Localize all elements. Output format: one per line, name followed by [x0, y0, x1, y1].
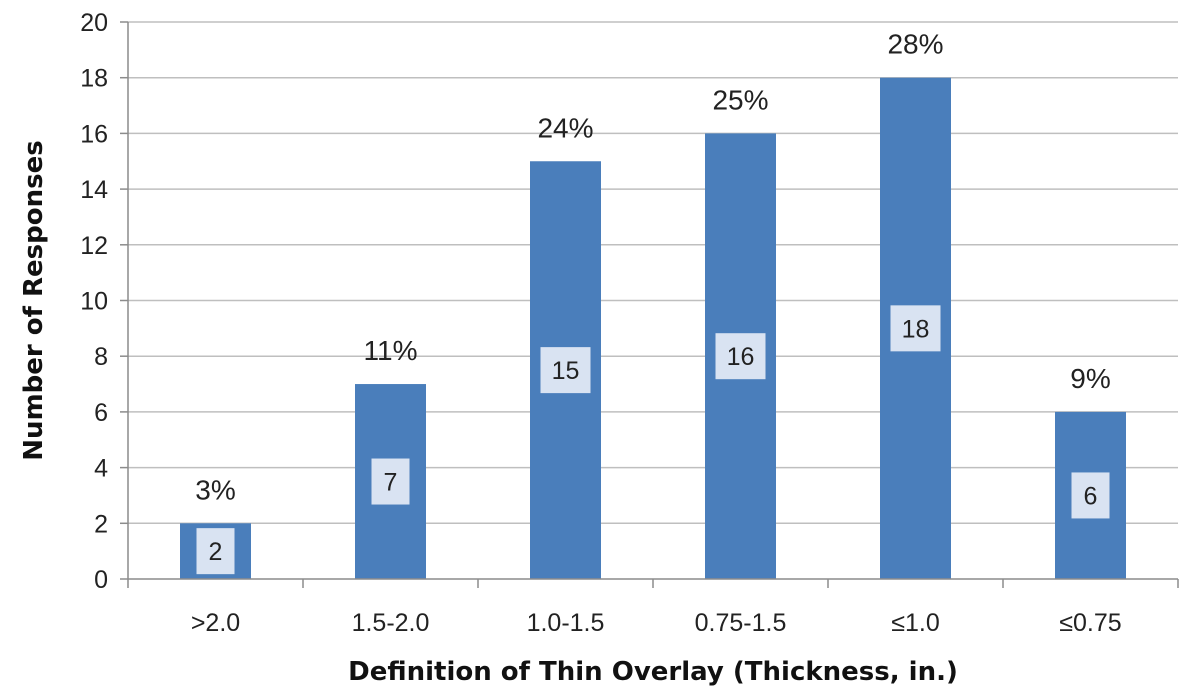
value-label: 16	[727, 343, 755, 371]
value-label-box	[890, 305, 941, 352]
data-labels: 2 3% 7 11% 15 24% 16 25% 18 28% 6 9%	[195, 29, 1111, 575]
value-label-box	[371, 458, 410, 505]
y-tick-label: 14	[80, 176, 108, 204]
bars	[180, 77, 1126, 579]
y-axis-title: Number of Responses	[19, 140, 49, 460]
x-tick-label: 1.0-1.5	[527, 609, 605, 637]
y-tick-label: 20	[80, 9, 108, 37]
value-label: 7	[384, 469, 398, 497]
y-tick-label: 18	[80, 65, 108, 93]
value-label-box	[540, 347, 591, 394]
percent-label: 9%	[1070, 363, 1110, 394]
x-tick-label: 0.75-1.5	[695, 609, 787, 637]
value-label: 2	[209, 538, 223, 566]
x-tick-label: >2.0	[191, 609, 240, 637]
y-tick-label: 10	[80, 288, 108, 316]
x-tick-label: ≤0.75	[1059, 609, 1121, 637]
y-tick-label: 8	[94, 343, 108, 371]
y-tick-label: 16	[80, 120, 108, 148]
y-tick-label: 6	[94, 399, 108, 427]
x-tick-label: 1.5-2.0	[352, 609, 430, 637]
x-tick-label: ≤1.0	[891, 609, 939, 637]
y-tick-label: 2	[94, 510, 108, 538]
y-tick-labels: 0 2 4 6 8 10 12 14 16 18 20	[80, 9, 108, 594]
value-label-box	[1071, 472, 1110, 519]
value-label-box	[715, 333, 766, 380]
percent-label: 24%	[537, 112, 593, 143]
y-tick-label: 0	[94, 566, 108, 594]
percent-label: 3%	[195, 474, 235, 505]
value-label-box	[196, 528, 235, 575]
percent-label: 28%	[887, 29, 943, 60]
percent-label: 25%	[712, 84, 768, 115]
x-tick-labels: >2.0 1.5-2.0 1.0-1.5 0.75-1.5 ≤1.0 ≤0.75	[191, 609, 1122, 637]
value-label: 18	[902, 315, 930, 343]
y-tick-label: 4	[94, 455, 108, 483]
x-axis-title: Definition of Thin Overlay (Thickness, i…	[348, 657, 958, 687]
axes	[120, 21, 1179, 588]
percent-label: 11%	[364, 335, 418, 366]
value-label: 15	[552, 357, 580, 385]
y-tick-label: 12	[80, 232, 108, 260]
value-label: 6	[1084, 482, 1098, 510]
gridlines	[128, 21, 1178, 525]
